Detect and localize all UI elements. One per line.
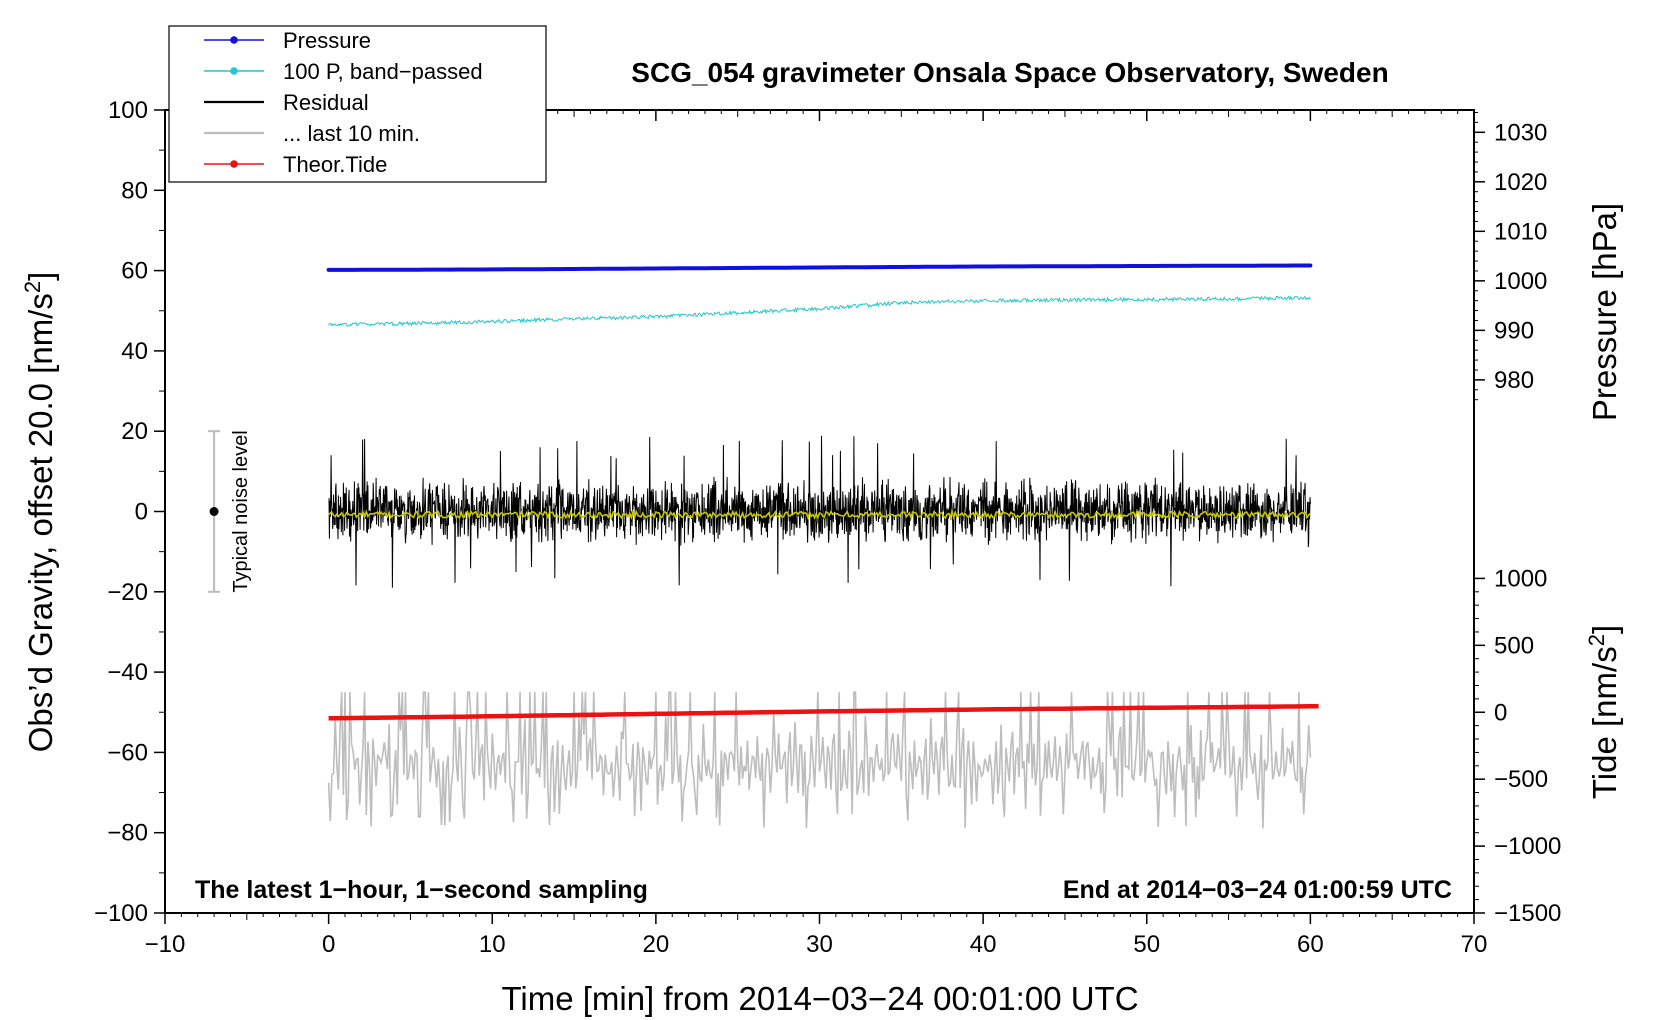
legend-label: Pressure (283, 28, 371, 53)
last-10-min-line (327, 691, 1312, 829)
legend: Pressure 100 P, band−passed Residual ... la… (168, 25, 547, 183)
chart-title: SCG_054 gravimeter Onsala Space Observat… (631, 57, 1388, 88)
pressure-tick-label: 1000 (1494, 268, 1547, 295)
x-tick-label: 40 (970, 931, 997, 958)
pressure-tick-label: 1020 (1494, 169, 1547, 196)
sampling-annotation: The latest 1−hour, 1−second sampling (195, 876, 648, 904)
y-tick-label: −20 (107, 579, 148, 606)
tide-axis-title: Tide [nm/s2] (1584, 625, 1623, 799)
left-y-axis-title: Obs’d Gravity, offset 20.0 [nm/s2] (20, 272, 59, 753)
tide-tick-label: 500 (1494, 632, 1534, 659)
y-tick-label: 60 (121, 258, 148, 285)
noise-label: Typical noise level (230, 430, 252, 592)
pressure-tick-label: 1010 (1494, 218, 1547, 245)
tide-title-main: Tide [nm/s (1586, 646, 1623, 799)
y-tick-label: −60 (107, 739, 148, 766)
y-tick-label: −100 (94, 900, 148, 927)
legend-label: Theor.Tide (283, 152, 387, 177)
tide-tick-label: −1500 (1494, 900, 1561, 927)
tide-tick-label: −1000 (1494, 833, 1561, 860)
legend-marker (230, 67, 238, 75)
axes: −10 0 10 20 30 40 50 60 70−100−80−60−40−20020406… (94, 97, 1561, 958)
y-tick-label: 0 (135, 499, 148, 526)
residual-line (328, 435, 1311, 588)
pressure-line (326, 263, 1313, 272)
x-tick-label: 20 (643, 931, 670, 958)
tide-tick-label: 0 (1494, 699, 1507, 726)
x-tick-label: 10 (479, 931, 506, 958)
pressure-tick-label: 980 (1494, 367, 1534, 394)
end-time-annotation: End at 2014−03−24 01:00:59 UTC (1063, 876, 1452, 904)
x-tick-label: 70 (1461, 931, 1488, 958)
x-tick-label: 60 (1297, 931, 1324, 958)
legend-marker (230, 36, 238, 44)
legend-marker (230, 160, 238, 168)
noise-indicator: Typical noise level (208, 430, 252, 593)
pressure-tick-label: 1030 (1494, 119, 1547, 146)
plot-lines (326, 263, 1319, 829)
x-tick-label: 0 (322, 931, 335, 958)
x-tick-label: 30 (806, 931, 833, 958)
tide-title-end: ] (1586, 625, 1623, 634)
y-tick-label: −80 (107, 820, 148, 847)
band-passed-pressure-line (328, 295, 1311, 327)
x-tick-label: 50 (1133, 931, 1160, 958)
legend-box (168, 25, 547, 183)
left-y-title-sup: 2 (20, 281, 45, 293)
left-y-title-end: ] (22, 272, 59, 281)
y-tick-label: 40 (121, 338, 148, 365)
pressure-axis-title: Pressure [hPa] (1586, 203, 1623, 421)
x-tick-label: −10 (145, 931, 186, 958)
left-y-title-main: Obs’d Gravity, offset 20.0 [nm/s (22, 293, 59, 752)
legend-label: ... last 10 min. (283, 121, 420, 146)
tide-tick-label: 1000 (1494, 565, 1547, 592)
legend-label: Residual (283, 90, 369, 115)
x-axis-title: Time [min] from 2014−03−24 00:01:00 UTC (501, 980, 1138, 1017)
y-tick-label: 20 (121, 418, 148, 445)
pressure-tick-label: 990 (1494, 317, 1534, 344)
residual-smoothed-line (328, 508, 1311, 521)
theoretical-tide-line (328, 703, 1319, 721)
y-tick-label: 100 (108, 97, 148, 124)
legend-label: 100 P, band−passed (283, 59, 483, 84)
y-tick-label: −40 (107, 659, 148, 686)
noise-point (209, 507, 219, 516)
y-tick-label: 80 (121, 177, 148, 204)
tide-tick-label: −500 (1494, 766, 1548, 793)
tide-title-sup: 2 (1584, 634, 1609, 646)
